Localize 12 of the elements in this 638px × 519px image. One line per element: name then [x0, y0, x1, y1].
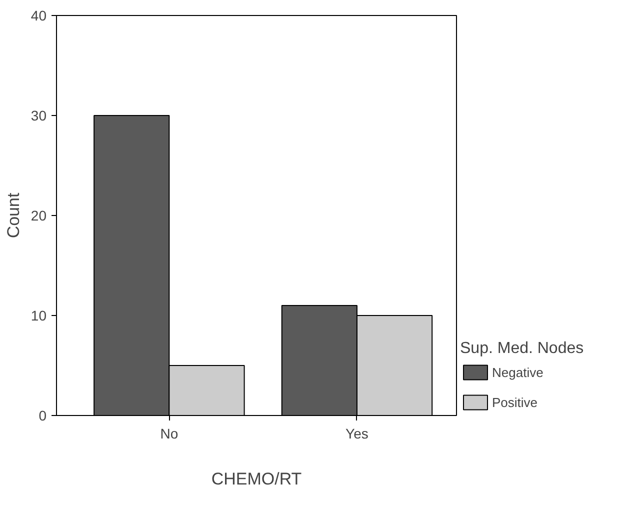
y-tick-label: 10 — [30, 308, 47, 324]
y-tick-label: 20 — [30, 208, 47, 224]
y-tick-label: 40 — [30, 8, 47, 24]
legend-label: Positive — [492, 394, 538, 410]
y-tick-label: 0 — [38, 408, 47, 424]
y-tick-label: 30 — [30, 108, 47, 124]
x-tick-label: Yes — [346, 426, 368, 442]
x-tick-label: No — [160, 426, 178, 442]
x-axis-title: CHEMO/RT — [211, 470, 302, 488]
y-axis-title: Count — [4, 192, 23, 238]
legend-label: Negative — [492, 364, 544, 380]
legend-title: Sup. Med. Nodes — [460, 340, 584, 358]
